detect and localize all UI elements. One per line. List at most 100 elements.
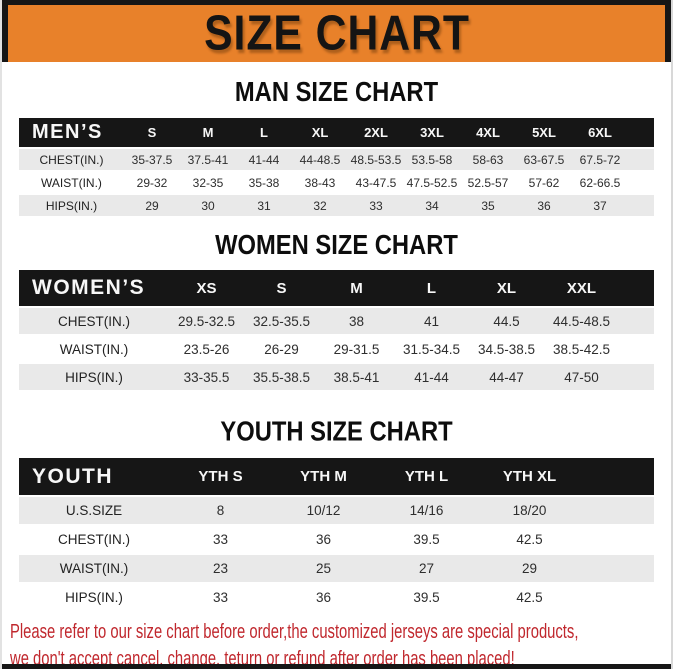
size-value-cell: 44.5-48.5 <box>552 313 611 329</box>
row-label: HIPS(IN.) <box>65 369 123 385</box>
size-value-cell: 48.5-53.5 <box>350 152 402 167</box>
size-value-cell: 23 <box>212 561 229 576</box>
size-value-cell: 26-29 <box>264 341 299 357</box>
size-value-cell: 31.5-34.5 <box>402 341 461 357</box>
page-title: SIZE CHART <box>203 5 470 61</box>
youth-chart-heading: YOUTH SIZE CHART <box>220 416 453 448</box>
size-value-cell: 37.5-41 <box>187 152 229 167</box>
table-row: U.S.SIZE 8 10/12 14/16 18/20 <box>19 497 654 524</box>
size-value-cell: 38.5-42.5 <box>552 341 611 357</box>
size-value-cell: 41 <box>423 313 440 329</box>
size-value-cell: 31 <box>257 198 271 213</box>
size-column-header: 6XL <box>572 118 628 147</box>
size-value-cell: 33-35.5 <box>183 369 230 385</box>
size-value-cell: 8 <box>216 503 225 518</box>
size-column-header: L <box>236 118 292 147</box>
size-value-cell: 36 <box>315 590 332 605</box>
filler-cell <box>628 149 654 170</box>
size-column-header: S <box>124 118 180 147</box>
size-value-cell: 35.5-38.5 <box>252 369 311 385</box>
size-value-cell: 52.5-57 <box>467 175 509 190</box>
size-value-cell: 53.5-58 <box>411 152 453 167</box>
youth-corner-label: YOUTH <box>19 458 169 495</box>
table-row: WAIST(IN.) 23 25 27 29 <box>19 555 654 582</box>
size-value-cell: 29 <box>145 198 159 213</box>
size-value-cell: 44-48.5 <box>299 152 341 167</box>
women-size-chart-section: WOMEN SIZE CHART WOMEN’S XS S M L XL XXL CHES… <box>2 230 671 392</box>
row-label: WAIST(IN.) <box>59 341 129 357</box>
size-value-cell: 57-62 <box>528 175 560 190</box>
size-value-cell: 42.5 <box>516 532 543 547</box>
size-column-header: 4XL <box>460 118 516 147</box>
size-column-header: YTH L <box>375 458 478 495</box>
size-value-cell: 35 <box>481 198 495 213</box>
size-value-cell: 35-38 <box>248 175 280 190</box>
header-row: YOUTH YTH S YTH M YTH L YTH XL <box>19 458 654 495</box>
footer-line-1: Please refer to our size chart before or… <box>10 621 579 643</box>
filler-cell <box>619 364 654 390</box>
row-label: WAIST(IN.) <box>41 175 102 190</box>
size-value-cell: 29-31.5 <box>333 341 380 357</box>
size-value-cell: 62-66.5 <box>579 175 621 190</box>
footer-note: Please refer to our size chart before or… <box>2 619 671 669</box>
men-table-header: MEN’S S M L XL 2XL 3XL 4XL 5XL 6XL <box>19 118 654 147</box>
size-value-cell: 29-32 <box>136 175 168 190</box>
size-column-header: YTH S <box>169 458 272 495</box>
youth-table-body: U.S.SIZE 8 10/12 14/16 18/20 CHEST(IN.) 33 36 39… <box>19 497 654 611</box>
banner: SIZE CHART <box>2 5 671 62</box>
filler-cell <box>581 555 654 582</box>
size-value-cell: 33 <box>212 532 229 547</box>
men-chart-heading: MAN SIZE CHART <box>234 76 439 108</box>
table-row: WAIST(IN.) 23.5-26 26-29 29-31.5 31.5-34.5 34… <box>19 336 654 362</box>
size-value-cell: 38 <box>348 313 365 329</box>
size-value-cell: 34.5-38.5 <box>477 341 536 357</box>
size-value-cell: 41-44 <box>248 152 280 167</box>
size-value-cell: 18/20 <box>512 503 547 518</box>
size-value-cell: 36 <box>315 532 332 547</box>
men-size-table: MEN’S S M L XL 2XL 3XL 4XL 5XL 6XL CHEST(IN.) 35-… <box>19 116 654 218</box>
filler-cell <box>581 458 654 495</box>
table-row: WAIST(IN.) 29-32 32-35 35-38 38-43 43-47.5 47.… <box>19 172 654 193</box>
men-corner-label: MEN’S <box>19 118 124 147</box>
filler-cell <box>628 195 654 216</box>
size-value-cell: 25 <box>315 561 332 576</box>
size-value-cell: 29.5-32.5 <box>177 313 236 329</box>
header-row: WOMEN’S XS S M L XL XXL <box>19 270 654 306</box>
table-row: CHEST(IN.) 33 36 39.5 42.5 <box>19 526 654 553</box>
size-column-header: M <box>319 270 394 306</box>
size-column-header: YTH XL <box>478 458 581 495</box>
row-label: U.S.SIZE <box>65 503 123 518</box>
size-column-header: L <box>394 270 469 306</box>
youth-table-header: YOUTH YTH S YTH M YTH L YTH XL <box>19 458 654 495</box>
size-column-header: M <box>180 118 236 147</box>
size-value-cell: 42.5 <box>516 590 543 605</box>
filler-cell <box>619 308 654 334</box>
size-column-header: 3XL <box>404 118 460 147</box>
size-value-cell: 38-43 <box>304 175 336 190</box>
top-border-bar <box>2 0 671 5</box>
row-label: CHEST(IN.) <box>58 532 130 547</box>
size-value-cell: 33 <box>212 590 229 605</box>
header-row: MEN’S S M L XL 2XL 3XL 4XL 5XL 6XL <box>19 118 654 147</box>
women-size-table: WOMEN’S XS S M L XL XXL CHEST(IN.) 29.5-32.5 32… <box>19 268 654 392</box>
men-size-chart-section: MAN SIZE CHART MEN’S S M L XL 2XL 3XL 4XL 5XL 6X… <box>2 76 671 218</box>
filler-cell <box>581 497 654 524</box>
row-label: CHEST(IN.) <box>58 313 130 329</box>
women-table-body: CHEST(IN.) 29.5-32.5 32.5-35.5 38 41 44.5 44.5… <box>19 308 654 390</box>
size-column-header: YTH M <box>272 458 375 495</box>
size-value-cell: 47.5-52.5 <box>406 175 458 190</box>
size-value-cell: 41-44 <box>414 369 449 385</box>
size-value-cell: 67.5-72 <box>579 152 621 167</box>
size-column-header: S <box>244 270 319 306</box>
table-row: CHEST(IN.) 35-37.5 37.5-41 41-44 44-48.5 48.5… <box>19 149 654 170</box>
size-value-cell: 33 <box>369 198 383 213</box>
row-label: HIPS(IN.) <box>65 590 123 605</box>
size-column-header: XL <box>469 270 544 306</box>
size-value-cell: 43-47.5 <box>355 175 397 190</box>
men-table-body: CHEST(IN.) 35-37.5 37.5-41 41-44 44-48.5 48.5… <box>19 149 654 216</box>
size-column-header: 5XL <box>516 118 572 147</box>
size-value-cell: 34 <box>425 198 439 213</box>
youth-size-chart-section: YOUTH SIZE CHART YOUTH YTH S YTH M YTH L YT… <box>2 416 671 613</box>
table-row: HIPS(IN.) 33-35.5 35.5-38.5 38.5-41 41-44 44-… <box>19 364 654 390</box>
